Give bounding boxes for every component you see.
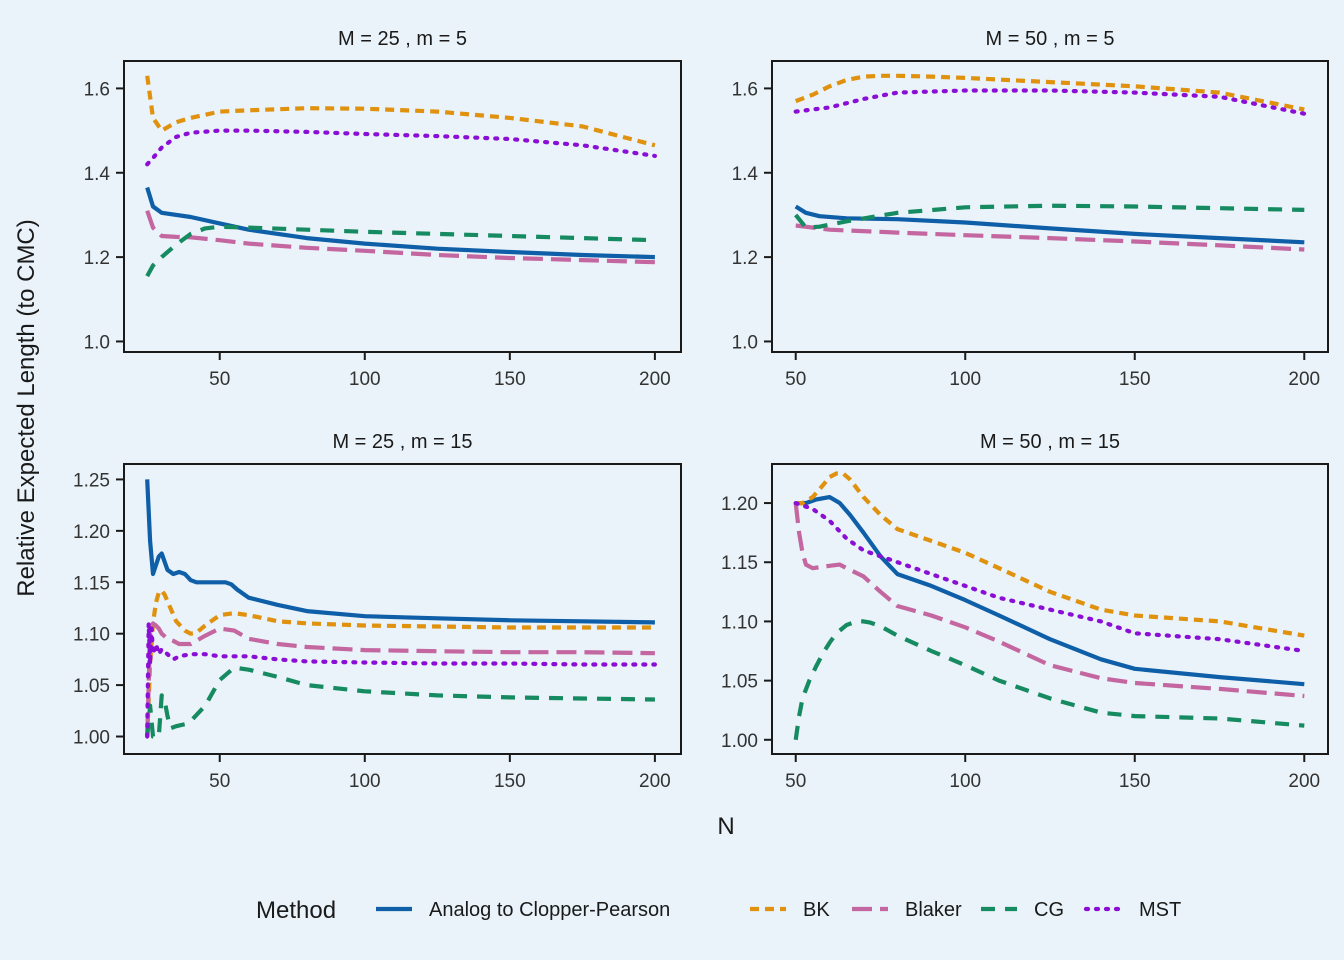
series-line-mst [145, 621, 657, 739]
series-line-bk [145, 588, 655, 737]
x-tick-label: 150 [1119, 369, 1151, 390]
legend-entry-mst: MST [1083, 899, 1181, 921]
series-line-bk [795, 471, 1305, 638]
legend-label: CG [1034, 899, 1064, 921]
y-tick-label: 1.0 [732, 332, 758, 353]
x-tick-label: 100 [349, 369, 381, 390]
y-tick-label: 1.15 [721, 553, 758, 574]
series-line-analog-to-clopper-pearson [145, 479, 655, 625]
y-tick-label: 1.6 [84, 79, 110, 100]
series-line-blaker [795, 223, 1305, 252]
panel-frame [123, 463, 682, 755]
y-tick-label: 1.15 [73, 573, 110, 594]
panel-2: M = 50 , m = 5 50 100 150 200 1.0 1.2 1.4 1.6 [732, 28, 1329, 390]
x-tick-label: 100 [949, 369, 981, 390]
panel-3: M = 25 , m = 15 50 100 150 200 1.00 1.05 1.10 1.… [73, 431, 682, 792]
series-line-blaker [793, 502, 1305, 699]
series-group [145, 479, 657, 739]
y-tick-label: 1.25 [73, 470, 110, 491]
series-line-analog-to-clopper-pearson [794, 204, 1305, 245]
legend-label: BK [803, 899, 830, 921]
series-line-blaker [145, 210, 655, 265]
series-line-cg [793, 619, 1305, 741]
panel-1: M = 25 , m = 5 50 100 150 200 1.0 1.2 1.4 1.6 [84, 28, 682, 390]
series-line-mst [793, 501, 1307, 654]
y-tick-label: 1.00 [73, 728, 110, 749]
legend-label: Analog to Clopper-Pearson [429, 899, 670, 921]
series-group [793, 73, 1307, 252]
x-tick-label: 50 [785, 369, 806, 390]
series-line-mst [145, 128, 657, 167]
legend-entry-analog-to-clopper-pearson: Analog to Clopper-Pearson [376, 899, 670, 921]
legend-title: Method [256, 897, 336, 924]
series-line-cg [145, 224, 655, 278]
x-tick-label: 150 [494, 369, 526, 390]
y-tick-label: 1.2 [84, 248, 110, 269]
panel-title: M = 25 , m = 5 [338, 28, 467, 50]
y-tick-label: 1.10 [73, 625, 110, 646]
series-line-blaker [145, 621, 655, 737]
series-group [145, 75, 657, 278]
y-tick-label: 1.6 [732, 79, 758, 100]
legend-entry-blaker: Blaker [852, 899, 962, 921]
y-tick-label: 1.0 [84, 332, 110, 353]
panel-4: M = 50 , m = 15 50 100 150 200 1.00 1.05 1.10 1.… [721, 431, 1329, 792]
x-tick-label: 50 [785, 771, 806, 792]
series-line-analog-to-clopper-pearson [145, 186, 655, 260]
x-tick-label: 50 [209, 369, 230, 390]
y-tick-label: 1.20 [721, 494, 758, 515]
panel-frame [123, 60, 682, 353]
x-tick-label: 200 [639, 369, 671, 390]
x-tick-label: 50 [209, 771, 230, 792]
x-tick-label: 150 [1119, 771, 1151, 792]
y-tick-label: 1.4 [84, 164, 111, 185]
x-tick-label: 100 [349, 771, 381, 792]
panel-title: M = 50 , m = 5 [986, 28, 1115, 50]
x-tick-label: 200 [1288, 771, 1320, 792]
y-tick-label: 1.4 [732, 164, 759, 185]
legend-entry-bk: BK [750, 899, 830, 921]
x-axis-title: N [717, 813, 734, 840]
series-line-cg [145, 665, 655, 739]
y-tick-label: 1.20 [73, 522, 110, 543]
panel-frame [771, 463, 1329, 755]
panel-title: M = 50 , m = 15 [980, 431, 1120, 453]
legend-entry-cg: CG [981, 899, 1064, 921]
x-tick-label: 200 [1288, 369, 1320, 390]
y-tick-label: 1.10 [721, 612, 758, 633]
series-line-cg [794, 203, 1305, 230]
panel-title: M = 25 , m = 15 [332, 431, 472, 453]
y-tick-label: 1.00 [721, 731, 758, 752]
y-axis-title: Relative Expected Length (to CMC) [13, 219, 40, 597]
x-tick-label: 150 [494, 771, 526, 792]
legend-label: MST [1139, 899, 1181, 921]
panel-frame [771, 60, 1329, 353]
series-group [793, 471, 1307, 741]
legend-label: Blaker [905, 899, 962, 921]
series-line-bk [794, 73, 1305, 112]
legend: Method Analog to Clopper-Pearson BK Blaker… [256, 897, 1181, 924]
y-tick-label: 1.05 [721, 672, 758, 693]
x-tick-label: 100 [949, 771, 981, 792]
series-line-analog-to-clopper-pearson [795, 495, 1305, 687]
series-line-bk [145, 75, 656, 148]
y-tick-label: 1.2 [732, 248, 758, 269]
series-line-mst [793, 88, 1307, 116]
y-tick-label: 1.05 [73, 676, 110, 697]
x-tick-label: 200 [639, 771, 671, 792]
